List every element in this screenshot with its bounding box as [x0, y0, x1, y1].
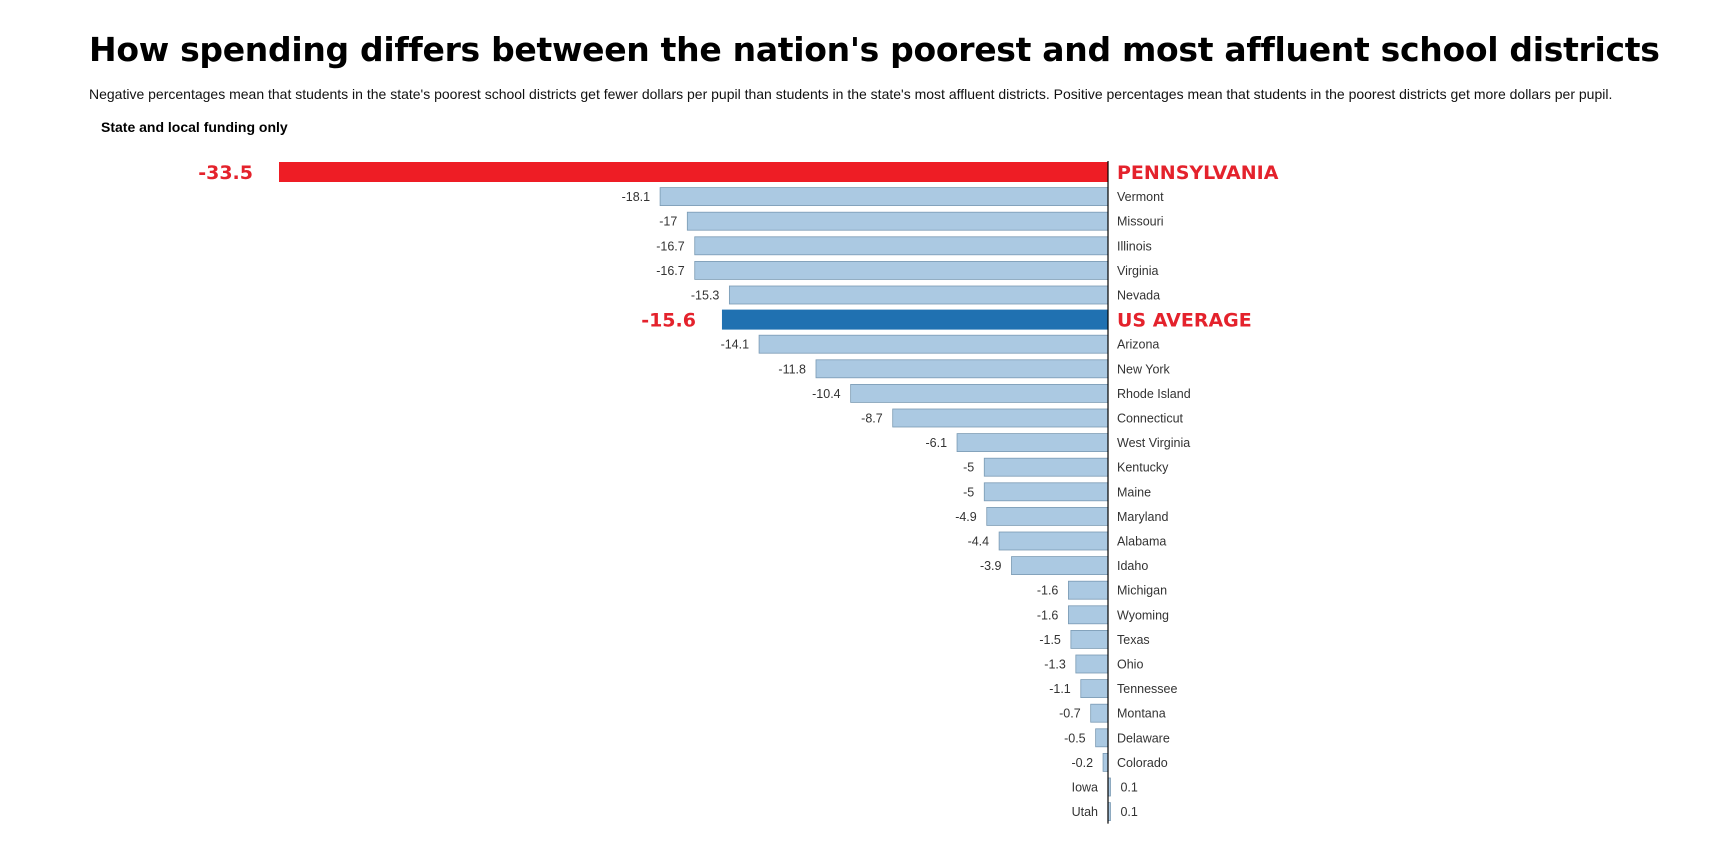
bar-montana — [1090, 703, 1109, 723]
category-label-missouri: Missouri — [1117, 215, 1164, 229]
category-label-iowa: Iowa — [1072, 781, 1098, 795]
category-label-illinois: Illinois — [1117, 239, 1152, 253]
bar-connecticut — [892, 408, 1109, 428]
value-label-connecticut: -8.7 — [861, 412, 883, 426]
bar-idaho — [1011, 556, 1109, 575]
value-label-missouri: -17 — [659, 215, 677, 229]
value-label-illinois: -16.7 — [656, 239, 685, 253]
category-label-montana: Montana — [1117, 707, 1166, 721]
category-label-kentucky: Kentucky — [1117, 461, 1169, 475]
value-label-utah: 0.1 — [1120, 805, 1137, 819]
category-label-connecticut: Connecticut — [1117, 412, 1184, 426]
category-label-maine: Maine — [1117, 485, 1151, 499]
value-label-kentucky: -5 — [963, 461, 974, 475]
value-label-ohio: -1.3 — [1044, 658, 1066, 672]
bar-missouri — [686, 211, 1109, 231]
category-label-pennsylvania: PENNSYLVANIA — [1117, 162, 1279, 184]
bar-new-york — [815, 359, 1109, 379]
category-label-us-average: US AVERAGE — [1117, 310, 1252, 332]
bar-texas — [1070, 630, 1109, 649]
value-label-west-virginia: -6.1 — [926, 436, 948, 450]
value-label-nevada: -15.3 — [691, 289, 720, 303]
category-label-maryland: Maryland — [1117, 510, 1168, 524]
bar-delaware — [1095, 728, 1109, 748]
value-label-pennsylvania: -33.5 — [198, 162, 253, 184]
category-label-tennessee: Tennessee — [1117, 682, 1178, 696]
value-label-virginia: -16.7 — [656, 264, 685, 278]
category-label-delaware: Delaware — [1117, 731, 1170, 745]
bar-kentucky — [983, 457, 1109, 477]
category-label-colorado: Colorado — [1117, 756, 1168, 770]
category-label-alabama: Alabama — [1117, 535, 1166, 549]
value-label-iowa: 0.1 — [1120, 781, 1137, 795]
bar-virginia — [694, 260, 1109, 280]
value-label-montana: -0.7 — [1059, 707, 1081, 721]
bar-vermont — [659, 187, 1109, 207]
category-label-new-york: New York — [1117, 362, 1171, 376]
bar-pennsylvania — [279, 162, 1108, 182]
bar-maryland — [986, 506, 1109, 526]
category-label-ohio: Ohio — [1117, 658, 1143, 672]
bar-colorado — [1102, 753, 1109, 772]
bar-wyoming — [1068, 605, 1109, 625]
value-label-maine: -5 — [963, 485, 974, 499]
bar-tennessee — [1080, 679, 1109, 698]
value-label-arizona: -14.1 — [721, 338, 750, 352]
category-label-utah: Utah — [1072, 805, 1098, 819]
bar-alabama — [998, 531, 1109, 551]
chart-subtitle: Negative percentages mean that students … — [89, 86, 1613, 102]
bar-rhode-island — [850, 383, 1109, 403]
value-label-alabama: -4.4 — [968, 535, 990, 549]
bar-ohio — [1075, 654, 1109, 674]
value-label-maryland: -4.9 — [955, 510, 977, 524]
bar-nevada — [728, 285, 1109, 305]
value-label-wyoming: -1.6 — [1037, 608, 1059, 622]
category-label-wyoming: Wyoming — [1117, 608, 1169, 622]
category-label-nevada: Nevada — [1117, 289, 1160, 303]
category-label-arizona: Arizona — [1117, 338, 1159, 352]
category-label-virginia: Virginia — [1117, 264, 1159, 278]
category-label-idaho: Idaho — [1117, 559, 1148, 573]
value-label-texas: -1.5 — [1039, 633, 1061, 647]
bar-us-average — [721, 309, 1108, 330]
bar-west-virginia — [956, 433, 1109, 453]
value-label-delaware: -0.5 — [1064, 731, 1086, 745]
value-label-colorado: -0.2 — [1072, 756, 1094, 770]
chart-title: How spending differs between the nation'… — [89, 30, 1660, 69]
category-label-rhode-island: Rhode Island — [1117, 387, 1191, 401]
category-label-vermont: Vermont — [1117, 190, 1164, 204]
value-label-idaho: -3.9 — [980, 559, 1002, 573]
funding-annotation: State and local funding only — [101, 119, 288, 135]
value-label-new-york: -11.8 — [778, 362, 806, 376]
value-label-vermont: -18.1 — [622, 190, 651, 204]
category-label-michigan: Michigan — [1117, 584, 1167, 598]
bars-group — [279, 162, 1111, 821]
bar-michigan — [1068, 580, 1109, 600]
bar-illinois — [694, 236, 1109, 256]
category-label-texas: Texas — [1117, 633, 1150, 647]
value-label-michigan: -1.6 — [1037, 584, 1059, 598]
value-label-rhode-island: -10.4 — [812, 387, 841, 401]
bar-maine — [983, 482, 1109, 502]
value-label-tennessee: -1.1 — [1049, 682, 1071, 696]
value-label-us-average: -15.6 — [641, 310, 696, 332]
labels-group: -33.5 PENNSYLVANIA -18.1 Vermont -17 Missouri… — [198, 162, 1278, 819]
bar-arizona — [758, 334, 1109, 354]
category-label-west-virginia: West Virginia — [1117, 436, 1190, 450]
